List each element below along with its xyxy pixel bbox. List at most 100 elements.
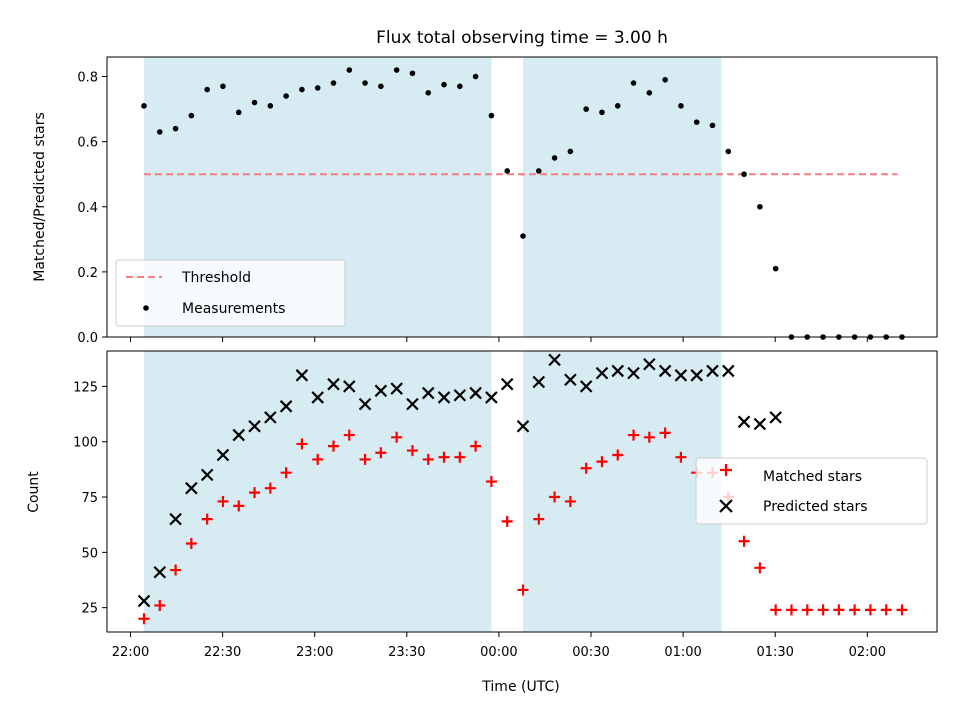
measurement-point [172,125,179,132]
matched-star-point [328,440,339,452]
x-tick-label: 22:30 [204,645,241,660]
measurement-point [141,103,147,109]
predicted-stars-points [137,353,782,608]
top-axes-frame [106,56,938,338]
predicted-star-point [185,481,198,495]
measurement-point [457,83,463,90]
bottom-panel: 25 50 75 100 125 22:00 22:30 23:00 23:30 00:00 00… [26,350,938,695]
matched-star-point [296,438,308,450]
predicted-star-point [516,419,530,433]
measurement-point [599,109,605,116]
x-tick-label: 22:00 [112,645,149,660]
matched-star-point [375,447,387,459]
predicted-star-point [579,380,593,393]
measurement-point [188,112,195,119]
matched-star-point [470,440,482,452]
matched-star-point [612,449,624,461]
predicted-star-point [769,411,782,424]
matched-star-point [264,482,276,494]
predicted-star-point [390,382,403,395]
legend-matched-swatch [720,464,732,476]
x-tick-label: 23:00 [296,645,333,660]
measurement-points [141,67,905,340]
predicted-star-point [343,380,356,393]
matched-star-point [391,431,403,443]
predicted-star-point [674,369,688,382]
predicted-star-point [500,377,514,391]
measurement-point [535,168,542,174]
top-panel: 0.00.20.40.60.8 Matched/Predicted stars … [32,56,938,346]
predicted-star-point [564,373,577,387]
measurement-point [267,103,274,109]
predicted-star-point [248,419,261,433]
matched-star-point [154,599,166,611]
bottom-y-tick-label: 75 [81,491,98,506]
matched-star-point [801,604,813,616]
measurement-point [393,67,400,73]
matched-star-point [249,487,261,499]
matched-star-point [343,429,355,441]
matched-star-point [454,451,466,463]
top-y-tick-label: 0.2 [77,266,98,281]
predicted-star-point [295,369,309,382]
bottom-shaded-spans [144,351,722,632]
measurement-point [378,83,384,90]
matched-star-point [312,453,324,465]
matched-star-point [738,535,750,547]
matched-star-point [533,513,545,525]
predicted-star-point [437,391,451,404]
predicted-star-point [627,366,640,380]
matched-star-point [438,451,450,463]
legend-matched-label: Matched stars [763,469,862,485]
top-y-ticks: 0.0 0.2 0.4 0.6 0.8 [77,71,107,346]
predicted-star-point [232,428,246,442]
bottom-y-tick-label: 125 [73,380,98,395]
x-axis-label: Time (UTC) [481,679,559,695]
x-tick-label: 01:00 [664,645,701,660]
measurement-point [314,85,321,91]
predicted-star-point [737,415,751,429]
legend-threshold-label: Threshold [181,270,251,286]
legend-predicted-label: Predicted stars [763,499,868,515]
top-y-tick-label: 0.0 [77,331,98,346]
x-tick-label: 02:00 [849,645,886,660]
predicted-star-point [469,386,482,400]
matched-star-point [880,604,892,616]
predicted-star-point [548,353,561,367]
measurement-point [709,122,716,129]
bottom-x-ticks: 22:00 22:30 23:00 23:30 00:00 00:30 01:00 01:30… [112,632,886,660]
measurement-point [235,109,242,116]
measurement-point [472,73,479,80]
top-y-tick-label: 0.8 [77,71,98,86]
matched-star-point [596,456,608,468]
predicted-star-point [153,565,167,579]
predicted-star-point [358,397,372,411]
measurement-point [693,119,700,125]
matched-star-point [422,453,434,465]
matched-star-point [754,562,766,574]
matched-star-point [675,451,687,463]
matched-star-point [770,604,782,616]
x-tick-label: 01:30 [756,645,793,660]
predicted-star-point [706,364,719,378]
predicted-star-point [137,594,151,608]
matched-star-point [659,427,671,439]
predicted-star-point [169,512,182,526]
matched-star-point [185,537,197,549]
predicted-star-point [200,468,214,482]
measurement-point [504,168,511,174]
top-y-tick-label: 0.4 [77,201,98,216]
matched-star-point [170,564,182,576]
bottom-axes-frame [106,350,938,633]
matched-stars-points [138,427,908,625]
matched-star-point [359,453,371,465]
matched-star-point [628,429,640,441]
measurement-point [725,148,732,155]
bottom-y-tick-label: 50 [81,546,98,561]
bottom-legend: Matched stars Predicted stars [695,457,928,525]
measurement-point [757,203,763,210]
measurement-point [204,86,210,93]
measurement-point [520,233,526,239]
measurement-point [772,265,779,272]
matched-star-point [280,467,292,479]
